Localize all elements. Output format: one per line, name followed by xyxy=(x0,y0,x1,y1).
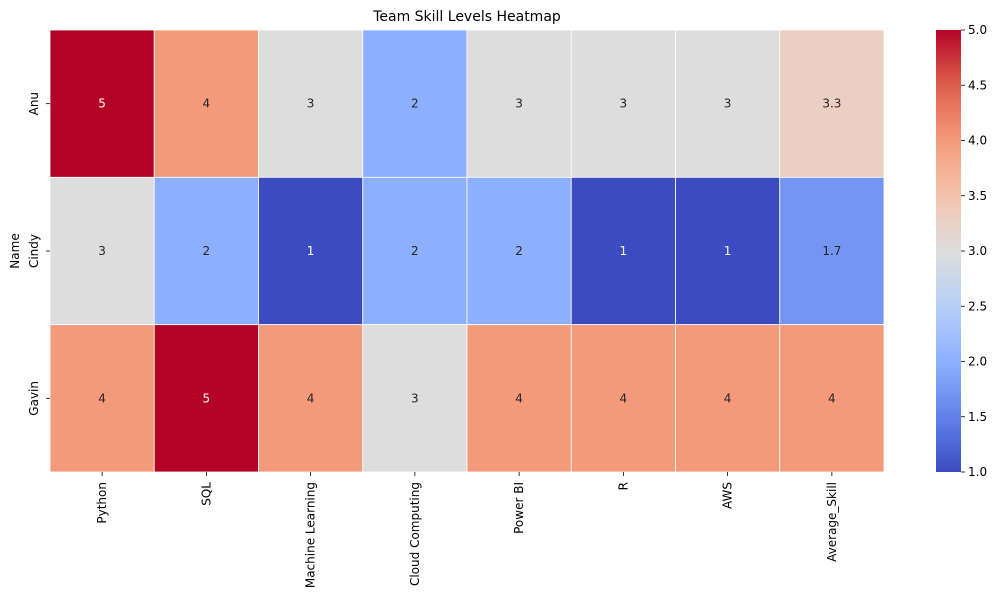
colorbar-tick-label: 2.5 xyxy=(968,299,987,313)
cell-value-label: 2 xyxy=(203,244,211,258)
heatmap-cells: 5 4 3 2 3 3 3 3.3 3 2 1 2 2 1 1 1.7 4 5 4 3 4 4 4 4 xyxy=(49,29,885,473)
y-tick-label: Cindy xyxy=(27,234,41,268)
cell-value-label: 4 xyxy=(203,97,211,111)
colorbar-tick-label: 3.5 xyxy=(968,189,987,203)
cell-value-label: 4 xyxy=(724,391,732,405)
heatmap-cell xyxy=(779,29,885,178)
y-tick-label: Gavin xyxy=(27,381,41,416)
cell-value-label: 4 xyxy=(828,391,836,405)
cell-value-label: 4 xyxy=(515,391,523,405)
x-axis: Python SQL Machine Learning Cloud Computing… xyxy=(95,472,839,588)
cell-value-label: 2 xyxy=(515,244,523,258)
heatmap-cell xyxy=(466,29,572,178)
colorbar-tick-label: 3.0 xyxy=(968,244,987,258)
cell-value-label: 1 xyxy=(620,244,628,258)
heatmap-cell xyxy=(466,324,572,473)
heatmap-cell xyxy=(362,29,468,178)
x-tick-label: Python xyxy=(95,482,109,524)
cell-value-label: 3 xyxy=(620,97,628,111)
heatmap-cell xyxy=(675,29,781,178)
colorbar-tick-label: 1.0 xyxy=(968,465,987,479)
y-axis: Anu Cindy Gavin xyxy=(27,92,50,416)
x-tick-label: AWS xyxy=(721,482,735,509)
heatmap-cell xyxy=(258,324,364,473)
cell-value-label: 3 xyxy=(307,97,315,111)
heatmap-cell xyxy=(779,324,885,473)
heatmap-cell xyxy=(258,29,364,178)
heatmap-cell xyxy=(153,176,259,326)
heatmap-cell xyxy=(153,324,259,473)
x-tick-label: Cloud Computing xyxy=(408,482,422,586)
heatmap-cell xyxy=(362,176,468,326)
x-tick-label: R xyxy=(616,482,630,490)
cell-value-label: 3 xyxy=(515,97,523,111)
x-tick-label: Power BI xyxy=(512,482,526,534)
cell-value-label: 3 xyxy=(98,244,106,258)
cell-value-label: 3.3 xyxy=(822,97,841,111)
cell-value-label: 2 xyxy=(411,97,419,111)
cell-value-label: 3 xyxy=(724,97,732,111)
y-axis-label: Name xyxy=(8,233,22,268)
colorbar-tick-label: 2.0 xyxy=(968,355,987,369)
cell-value-label: 4 xyxy=(307,391,315,405)
heatmap-cell xyxy=(49,29,155,178)
x-tick-label: Average_Skill xyxy=(825,482,839,562)
cell-value-label: 1.7 xyxy=(822,244,841,258)
y-tick-label: Anu xyxy=(27,92,41,115)
cell-value-label: 1 xyxy=(307,244,315,258)
cell-value-label: 4 xyxy=(620,391,628,405)
heatmap-cell xyxy=(362,324,468,473)
cell-value-label: 4 xyxy=(98,391,106,405)
cell-value-label: 5 xyxy=(203,391,211,405)
heatmap-cell xyxy=(153,29,259,178)
colorbar-ticks: 1.0 1.5 2.0 2.5 3.0 3.5 4.0 4.5 5.0 xyxy=(961,23,987,479)
cell-value-label: 5 xyxy=(98,97,106,111)
colorbar-tick-label: 1.5 xyxy=(968,410,987,424)
cell-value-label: 3 xyxy=(411,391,419,405)
heatmap-cell xyxy=(570,176,676,326)
colorbar-tick-label: 5.0 xyxy=(968,23,987,37)
x-tick-label: Machine Learning xyxy=(304,482,318,588)
heatmap-cell xyxy=(675,176,781,326)
heatmap-cell xyxy=(466,176,572,326)
colorbar-tick-label: 4.5 xyxy=(968,78,987,92)
cell-value-label: 1 xyxy=(724,244,732,258)
colorbar xyxy=(936,30,961,472)
x-tick-label: SQL xyxy=(199,482,213,506)
chart-title: Team Skill Levels Heatmap xyxy=(372,9,561,25)
heatmap-cell xyxy=(49,324,155,473)
heatmap-cell xyxy=(779,176,885,326)
heatmap-cell xyxy=(570,324,676,473)
heatmap-cell xyxy=(675,324,781,473)
heatmap-cell xyxy=(570,29,676,178)
colorbar-tick-label: 4.0 xyxy=(968,134,987,148)
cell-value-label: 2 xyxy=(411,244,419,258)
